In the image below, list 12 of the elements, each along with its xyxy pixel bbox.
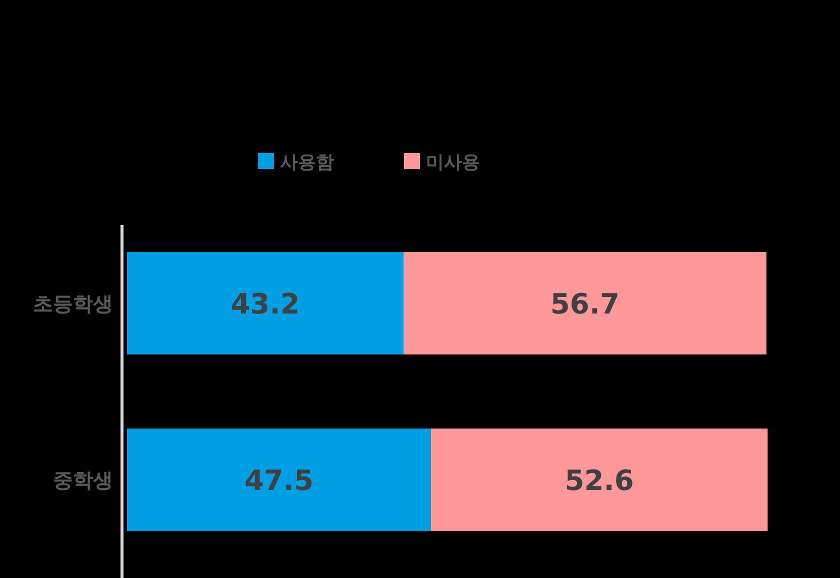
legend-label: 사용함 <box>280 152 334 173</box>
data-label: 52.6 <box>564 464 634 497</box>
bar <box>431 428 768 531</box>
data-label: 47.5 <box>244 464 314 497</box>
bar <box>127 252 404 354</box>
data-label: 56.7 <box>550 287 620 320</box>
y-tick-label: 중학생 <box>53 468 113 492</box>
data-label: 43.2 <box>230 287 300 320</box>
bar <box>403 252 766 354</box>
legend-label: 미사용 <box>426 152 480 173</box>
y-tick-label: 초등학생 <box>33 291 113 316</box>
bar <box>127 428 431 531</box>
